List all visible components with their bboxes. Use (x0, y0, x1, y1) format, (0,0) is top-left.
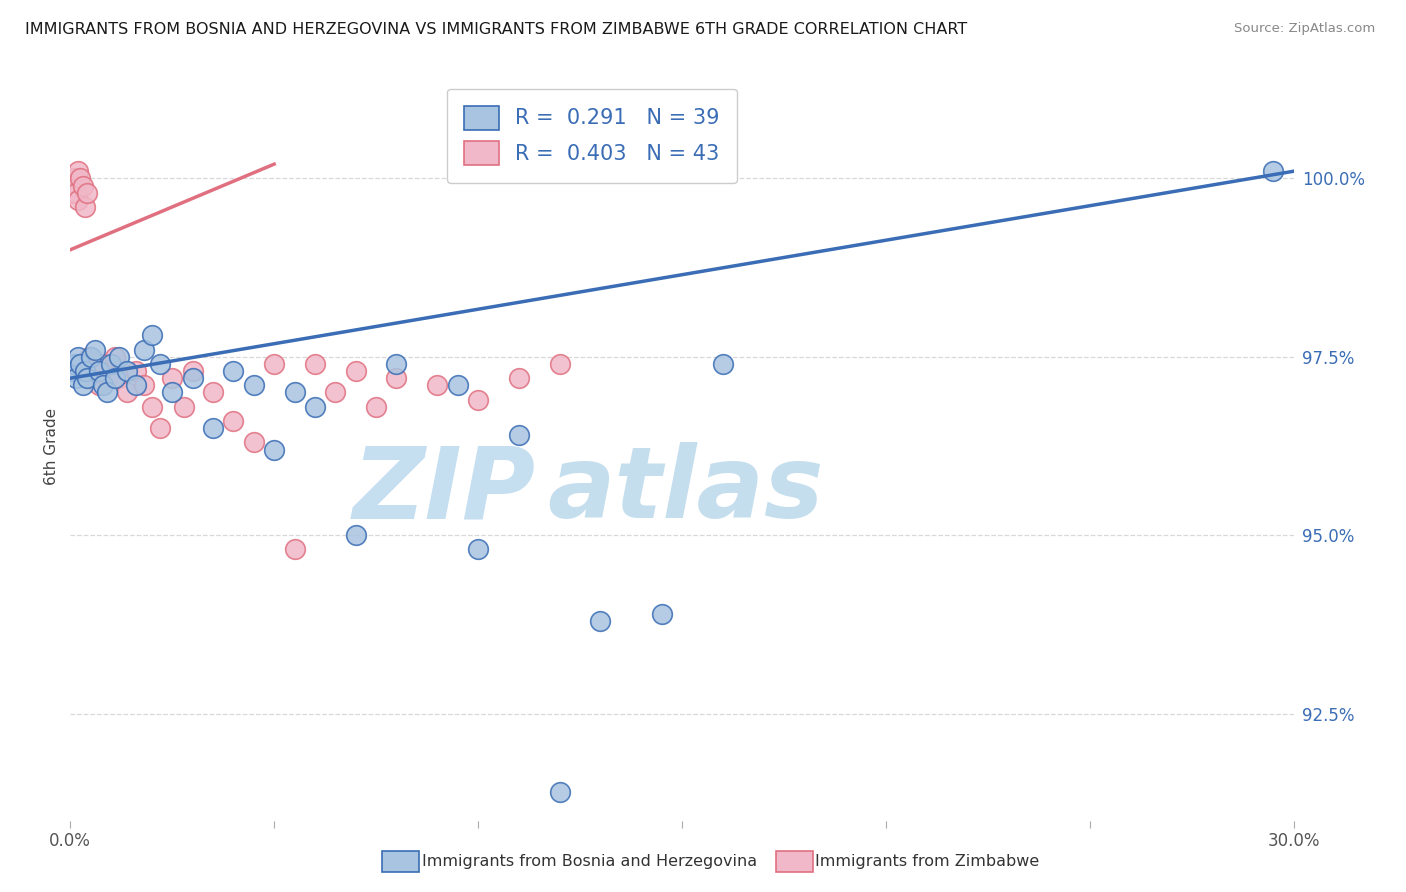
Point (508, 428, 530, 442)
Point (100, 357, 122, 371)
Point (202, 385, 225, 400)
Point (104, 371, 127, 385)
Point (67, 193, 90, 207)
Point (426, 378, 449, 392)
Point (117, 364, 139, 378)
Point (79, 350, 103, 364)
Point (589, 614, 612, 628)
Point (467, 392, 489, 407)
Point (108, 350, 131, 364)
Point (96, 371, 118, 385)
Point (1263, 164, 1285, 178)
Point (181, 371, 204, 385)
Point (243, 435, 266, 450)
Point (304, 400, 326, 414)
Point (91, 378, 114, 392)
Point (72, 178, 94, 193)
Point (323, 385, 347, 400)
Point (202, 421, 225, 435)
Text: Source: ZipAtlas.com: Source: ZipAtlas.com (1234, 22, 1375, 36)
Point (72, 364, 94, 378)
Point (132, 378, 155, 392)
Point (162, 371, 183, 385)
Point (162, 385, 183, 400)
Text: IMMIGRANTS FROM BOSNIA AND HERZEGOVINA VS IMMIGRANTS FROM ZIMBABWE 6TH GRADE COR: IMMIGRANTS FROM BOSNIA AND HERZEGOVINA V… (25, 22, 967, 37)
Point (149, 357, 172, 371)
Point (60, 364, 83, 378)
Point (124, 378, 146, 392)
Point (63, 171, 86, 186)
Point (91, 357, 114, 371)
Point (117, 385, 139, 400)
Point (173, 400, 195, 414)
Point (69, 171, 91, 186)
Point (548, 357, 571, 371)
Point (100, 364, 122, 378)
Point (149, 421, 172, 435)
Point (650, 607, 672, 621)
Point (77, 350, 100, 364)
Point (385, 357, 408, 371)
Point (73, 364, 96, 378)
Point (344, 364, 367, 378)
Point (79, 357, 103, 371)
Point (141, 400, 163, 414)
Point (263, 357, 285, 371)
Text: Immigrants from Zimbabwe: Immigrants from Zimbabwe (815, 855, 1039, 869)
Y-axis label: 6th Grade: 6th Grade (44, 408, 59, 484)
Point (67, 164, 90, 178)
Point (69, 357, 91, 371)
Point (65, 371, 87, 385)
Text: ZIP: ZIP (352, 442, 536, 540)
Point (73, 200, 96, 214)
Point (344, 528, 367, 542)
Point (222, 364, 245, 378)
Point (508, 371, 530, 385)
Point (385, 371, 408, 385)
Point (467, 542, 489, 557)
Point (132, 343, 155, 357)
Point (141, 328, 163, 343)
Point (366, 400, 388, 414)
Point (67, 350, 90, 364)
Point (104, 350, 127, 364)
Point (65, 186, 87, 200)
Point (96, 385, 118, 400)
Text: Immigrants from Bosnia and Herzegovina: Immigrants from Bosnia and Herzegovina (422, 855, 756, 869)
Point (181, 364, 204, 378)
Point (711, 357, 734, 371)
Point (63, 178, 86, 193)
Point (124, 364, 146, 378)
Point (76, 186, 98, 200)
Point (548, 785, 571, 799)
Point (60, 186, 83, 200)
Point (108, 371, 131, 385)
Point (243, 378, 266, 392)
Point (87, 378, 110, 392)
Point (447, 378, 470, 392)
Point (304, 357, 326, 371)
Legend: R =  0.291   N = 39, R =  0.403   N = 43: R = 0.291 N = 39, R = 0.403 N = 43 (447, 88, 737, 183)
Point (76, 371, 98, 385)
Point (263, 442, 285, 457)
Point (87, 364, 110, 378)
Point (82, 371, 104, 385)
Point (222, 414, 245, 428)
Point (284, 385, 307, 400)
Point (83, 364, 105, 378)
Point (284, 542, 307, 557)
Point (63, 357, 86, 371)
Point (72, 378, 94, 392)
Text: atlas: atlas (547, 442, 824, 540)
Point (83, 343, 105, 357)
